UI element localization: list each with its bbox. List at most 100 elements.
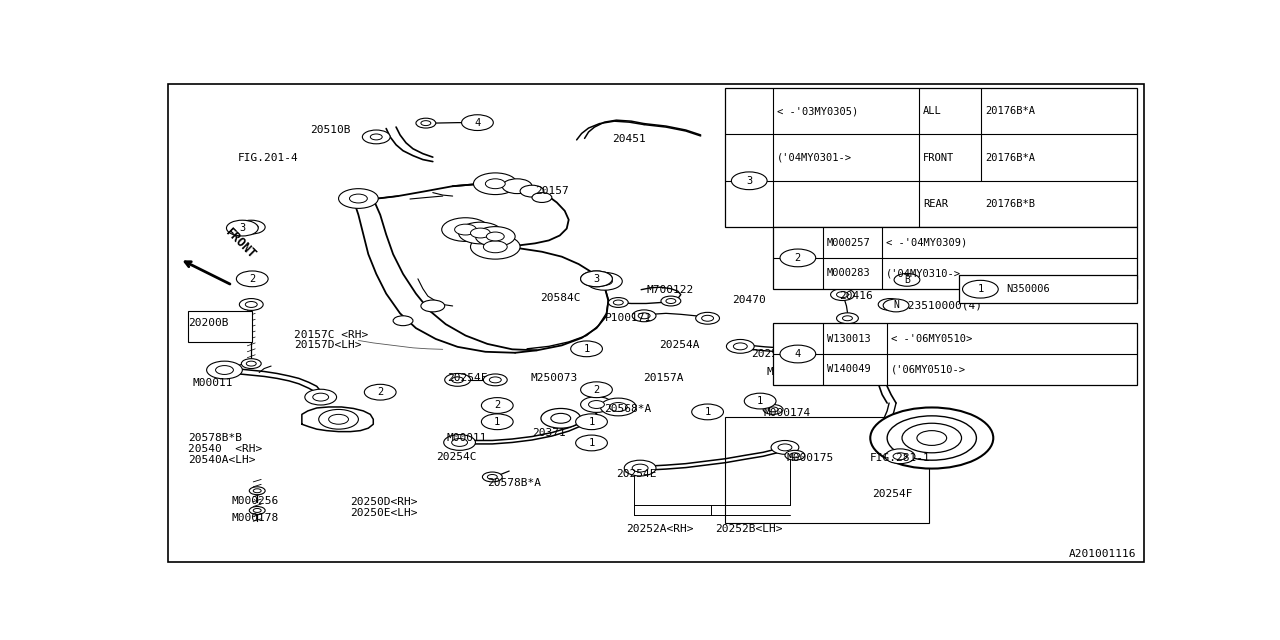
Circle shape: [370, 134, 383, 140]
Text: B: B: [904, 275, 910, 285]
Circle shape: [581, 271, 612, 287]
Circle shape: [963, 280, 998, 298]
Circle shape: [242, 358, 261, 369]
Text: ('04MY0310->: ('04MY0310->: [886, 268, 961, 278]
Circle shape: [246, 361, 256, 366]
Circle shape: [481, 397, 513, 413]
Circle shape: [550, 413, 571, 423]
Circle shape: [481, 414, 513, 429]
Text: 2: 2: [594, 385, 599, 395]
Text: 1: 1: [756, 396, 763, 406]
Text: 20510B: 20510B: [310, 125, 351, 135]
Circle shape: [696, 312, 719, 324]
Circle shape: [250, 487, 265, 495]
Text: 2: 2: [250, 274, 256, 284]
Circle shape: [780, 249, 815, 267]
Circle shape: [808, 346, 832, 357]
Circle shape: [837, 292, 849, 298]
Circle shape: [625, 460, 655, 476]
Circle shape: [731, 172, 767, 189]
Text: N: N: [893, 300, 899, 310]
Circle shape: [444, 435, 475, 451]
Circle shape: [444, 374, 471, 387]
Bar: [726, 88, 1137, 227]
Circle shape: [471, 228, 490, 238]
Text: 20254A: 20254A: [659, 340, 699, 350]
Circle shape: [483, 472, 502, 482]
Circle shape: [484, 374, 507, 386]
Circle shape: [576, 435, 608, 451]
Bar: [959, 275, 1137, 303]
Text: 20584C: 20584C: [540, 292, 580, 303]
Circle shape: [870, 408, 993, 468]
Text: 20254F: 20254F: [447, 373, 488, 383]
Text: 1: 1: [494, 417, 500, 427]
Circle shape: [586, 273, 622, 290]
Circle shape: [803, 243, 823, 253]
Text: < -'06MY0510>: < -'06MY0510>: [891, 333, 973, 344]
Circle shape: [576, 414, 608, 429]
Text: ALL: ALL: [923, 106, 942, 116]
Circle shape: [462, 115, 493, 131]
Circle shape: [486, 232, 504, 241]
Circle shape: [502, 179, 532, 193]
Circle shape: [893, 453, 908, 460]
Circle shape: [632, 464, 648, 472]
Text: M250073: M250073: [530, 373, 577, 383]
Circle shape: [916, 431, 947, 445]
Text: 20470: 20470: [732, 295, 767, 305]
Circle shape: [884, 273, 910, 286]
Text: 2: 2: [494, 401, 500, 410]
Text: M000174: M000174: [763, 408, 810, 418]
Text: 20252B<LH>: 20252B<LH>: [716, 524, 783, 534]
Text: N350006: N350006: [1006, 284, 1050, 294]
Circle shape: [532, 193, 552, 202]
Circle shape: [421, 121, 431, 125]
Circle shape: [541, 408, 581, 428]
Circle shape: [452, 438, 467, 447]
Bar: [773, 227, 1137, 289]
Text: P100171: P100171: [604, 313, 652, 323]
Text: M000256: M000256: [232, 495, 279, 506]
Circle shape: [581, 382, 612, 397]
Text: 2: 2: [795, 253, 801, 263]
Text: 1: 1: [589, 438, 595, 448]
Circle shape: [883, 299, 909, 312]
Circle shape: [632, 310, 657, 322]
Text: 20578B*B: 20578B*B: [188, 433, 242, 443]
Circle shape: [608, 298, 628, 307]
Circle shape: [421, 300, 444, 312]
Circle shape: [484, 241, 507, 253]
Text: 20157D<LH>: 20157D<LH>: [294, 340, 361, 350]
Circle shape: [246, 301, 257, 307]
Text: M00011: M00011: [447, 433, 488, 442]
Text: 20250D<RH>: 20250D<RH>: [351, 497, 419, 507]
Text: 3: 3: [746, 176, 753, 186]
Text: 20254F: 20254F: [872, 489, 913, 499]
Circle shape: [227, 220, 259, 236]
Circle shape: [886, 302, 895, 307]
Text: 20451: 20451: [612, 134, 646, 145]
Text: FIG.281-1: FIG.281-1: [869, 452, 931, 463]
Text: 010108200(4): 010108200(4): [911, 275, 993, 285]
Circle shape: [237, 271, 268, 287]
Text: 20250: 20250: [751, 349, 785, 359]
Text: M000175: M000175: [787, 452, 835, 463]
Text: 20176B*A: 20176B*A: [986, 152, 1036, 163]
Circle shape: [778, 444, 792, 451]
Circle shape: [837, 313, 859, 324]
Text: 20416: 20416: [840, 291, 873, 301]
Text: 023510000(4): 023510000(4): [901, 300, 982, 310]
Circle shape: [250, 506, 265, 515]
Circle shape: [416, 118, 435, 128]
Circle shape: [744, 393, 776, 409]
Circle shape: [790, 453, 800, 458]
Circle shape: [891, 277, 902, 283]
Circle shape: [365, 384, 396, 400]
Text: M000257: M000257: [827, 237, 870, 248]
Text: W130013: W130013: [827, 333, 870, 344]
Circle shape: [475, 227, 515, 246]
Circle shape: [773, 364, 797, 376]
Circle shape: [878, 298, 902, 310]
Text: 3: 3: [239, 223, 246, 233]
